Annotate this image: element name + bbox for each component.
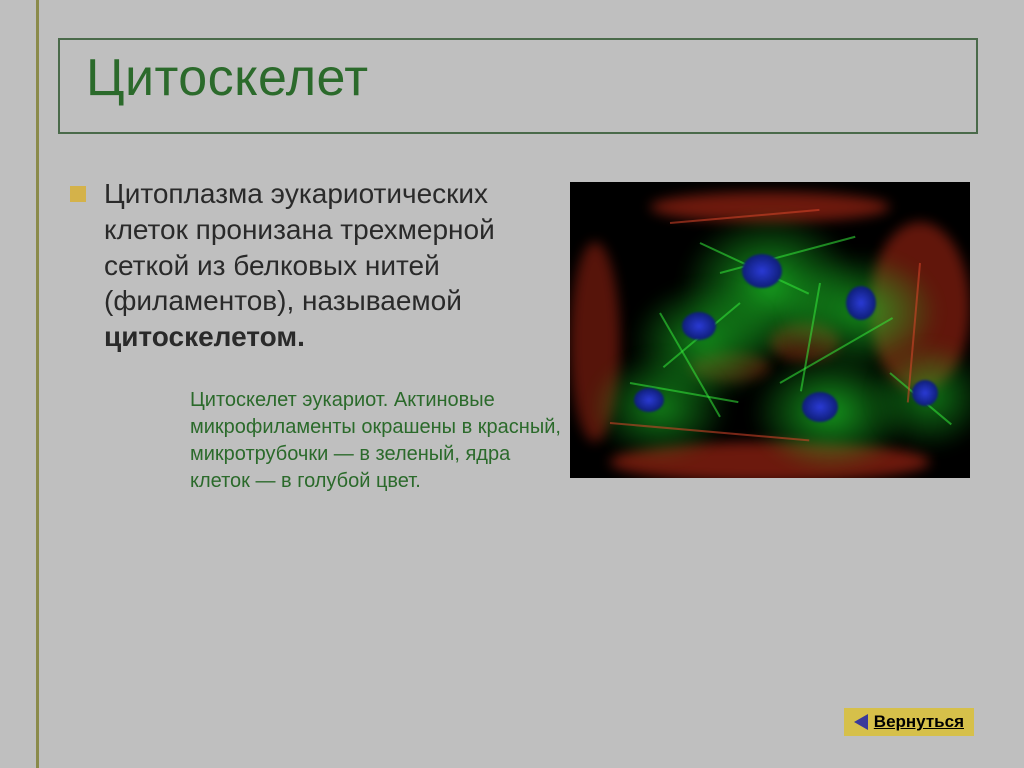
back-button-label: Вернуться bbox=[874, 712, 964, 732]
nucleus bbox=[634, 388, 664, 412]
nucleus bbox=[846, 286, 876, 320]
title-box: Цитоскелет bbox=[58, 38, 978, 134]
vertical-rail bbox=[36, 0, 39, 768]
slide-title: Цитоскелет bbox=[86, 48, 958, 108]
text-column: Цитоплазма эукариотических клеток прониз… bbox=[60, 176, 550, 495]
bullet-bold: цитоскелетом. bbox=[104, 321, 305, 352]
back-button[interactable]: Вернуться bbox=[844, 708, 974, 736]
bullet-marker-icon bbox=[70, 186, 86, 202]
image-column bbox=[570, 182, 970, 495]
cytoskeleton-image bbox=[570, 182, 970, 478]
nucleus bbox=[802, 392, 838, 422]
nucleus bbox=[742, 254, 782, 288]
image-caption: Цитоскелет эукариот. Актиновые микрофила… bbox=[190, 387, 570, 495]
back-arrow-icon bbox=[854, 714, 868, 730]
bullet-row: Цитоплазма эукариотических клеток прониз… bbox=[60, 176, 540, 355]
nucleus bbox=[912, 380, 938, 406]
slide: Цитоскелет Цитоплазма эукариотических кл… bbox=[0, 0, 1024, 768]
nucleus bbox=[682, 312, 716, 340]
bullet-plain: Цитоплазма эукариотических клеток прониз… bbox=[104, 178, 495, 316]
content-area: Цитоплазма эукариотических клеток прониз… bbox=[60, 176, 974, 495]
bullet-text: Цитоплазма эукариотических клеток прониз… bbox=[104, 176, 540, 355]
